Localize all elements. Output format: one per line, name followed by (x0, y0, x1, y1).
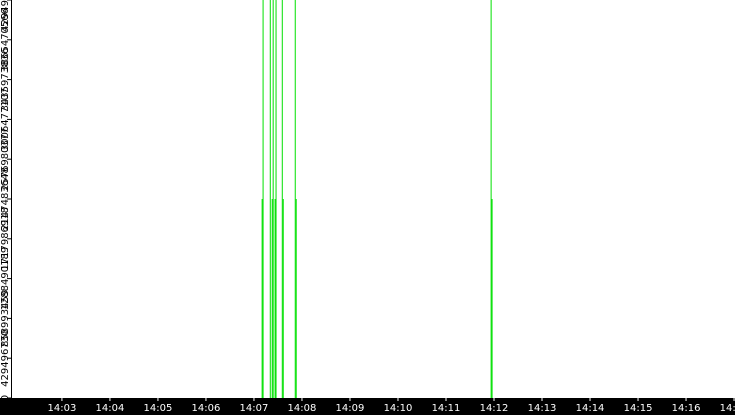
y-tick-label: 0 (0, 395, 11, 401)
y-tick-label: 2576980377 (0, 127, 11, 191)
y-tick-label: 858993459 (0, 290, 11, 347)
x-tick-label: 14:04 (96, 403, 125, 414)
y-tick-label: 1717986918 (0, 207, 11, 271)
x-tick-label: 14:06 (192, 403, 221, 414)
x-tick-label: 14:11 (432, 403, 461, 414)
y-tick-label: 429496730 (0, 330, 11, 387)
x-tick-label: 14:15 (624, 403, 653, 414)
x-tick-label: 14:17 (720, 403, 735, 414)
x-tick-label: 14:07 (240, 403, 269, 414)
x-tick-label: 14:08 (288, 403, 317, 414)
x-tick-label: 14:14 (576, 403, 605, 414)
y-tick-label: 3006477107 (0, 88, 11, 152)
x-tick-label: 14:03 (48, 403, 77, 414)
y-tick-label: 1288490189 (0, 247, 11, 311)
x-tick-label: 14:16 (672, 403, 701, 414)
x-tick-label: 14:09 (336, 403, 365, 414)
x-tick-label: 14:10 (384, 403, 413, 414)
x-tick-label: 14:05 (144, 403, 173, 414)
y-tick-label: 4294967295 (0, 0, 11, 32)
y-tick-label: 3435973836 (0, 48, 11, 112)
x-tick-label: 14:12 (480, 403, 509, 414)
y-tick-label: 3865470566 (0, 8, 11, 72)
x-tick-label: 14:13 (528, 403, 557, 414)
y-tick-label: 2147483648 (0, 167, 11, 231)
x-axis-band (0, 398, 735, 415)
